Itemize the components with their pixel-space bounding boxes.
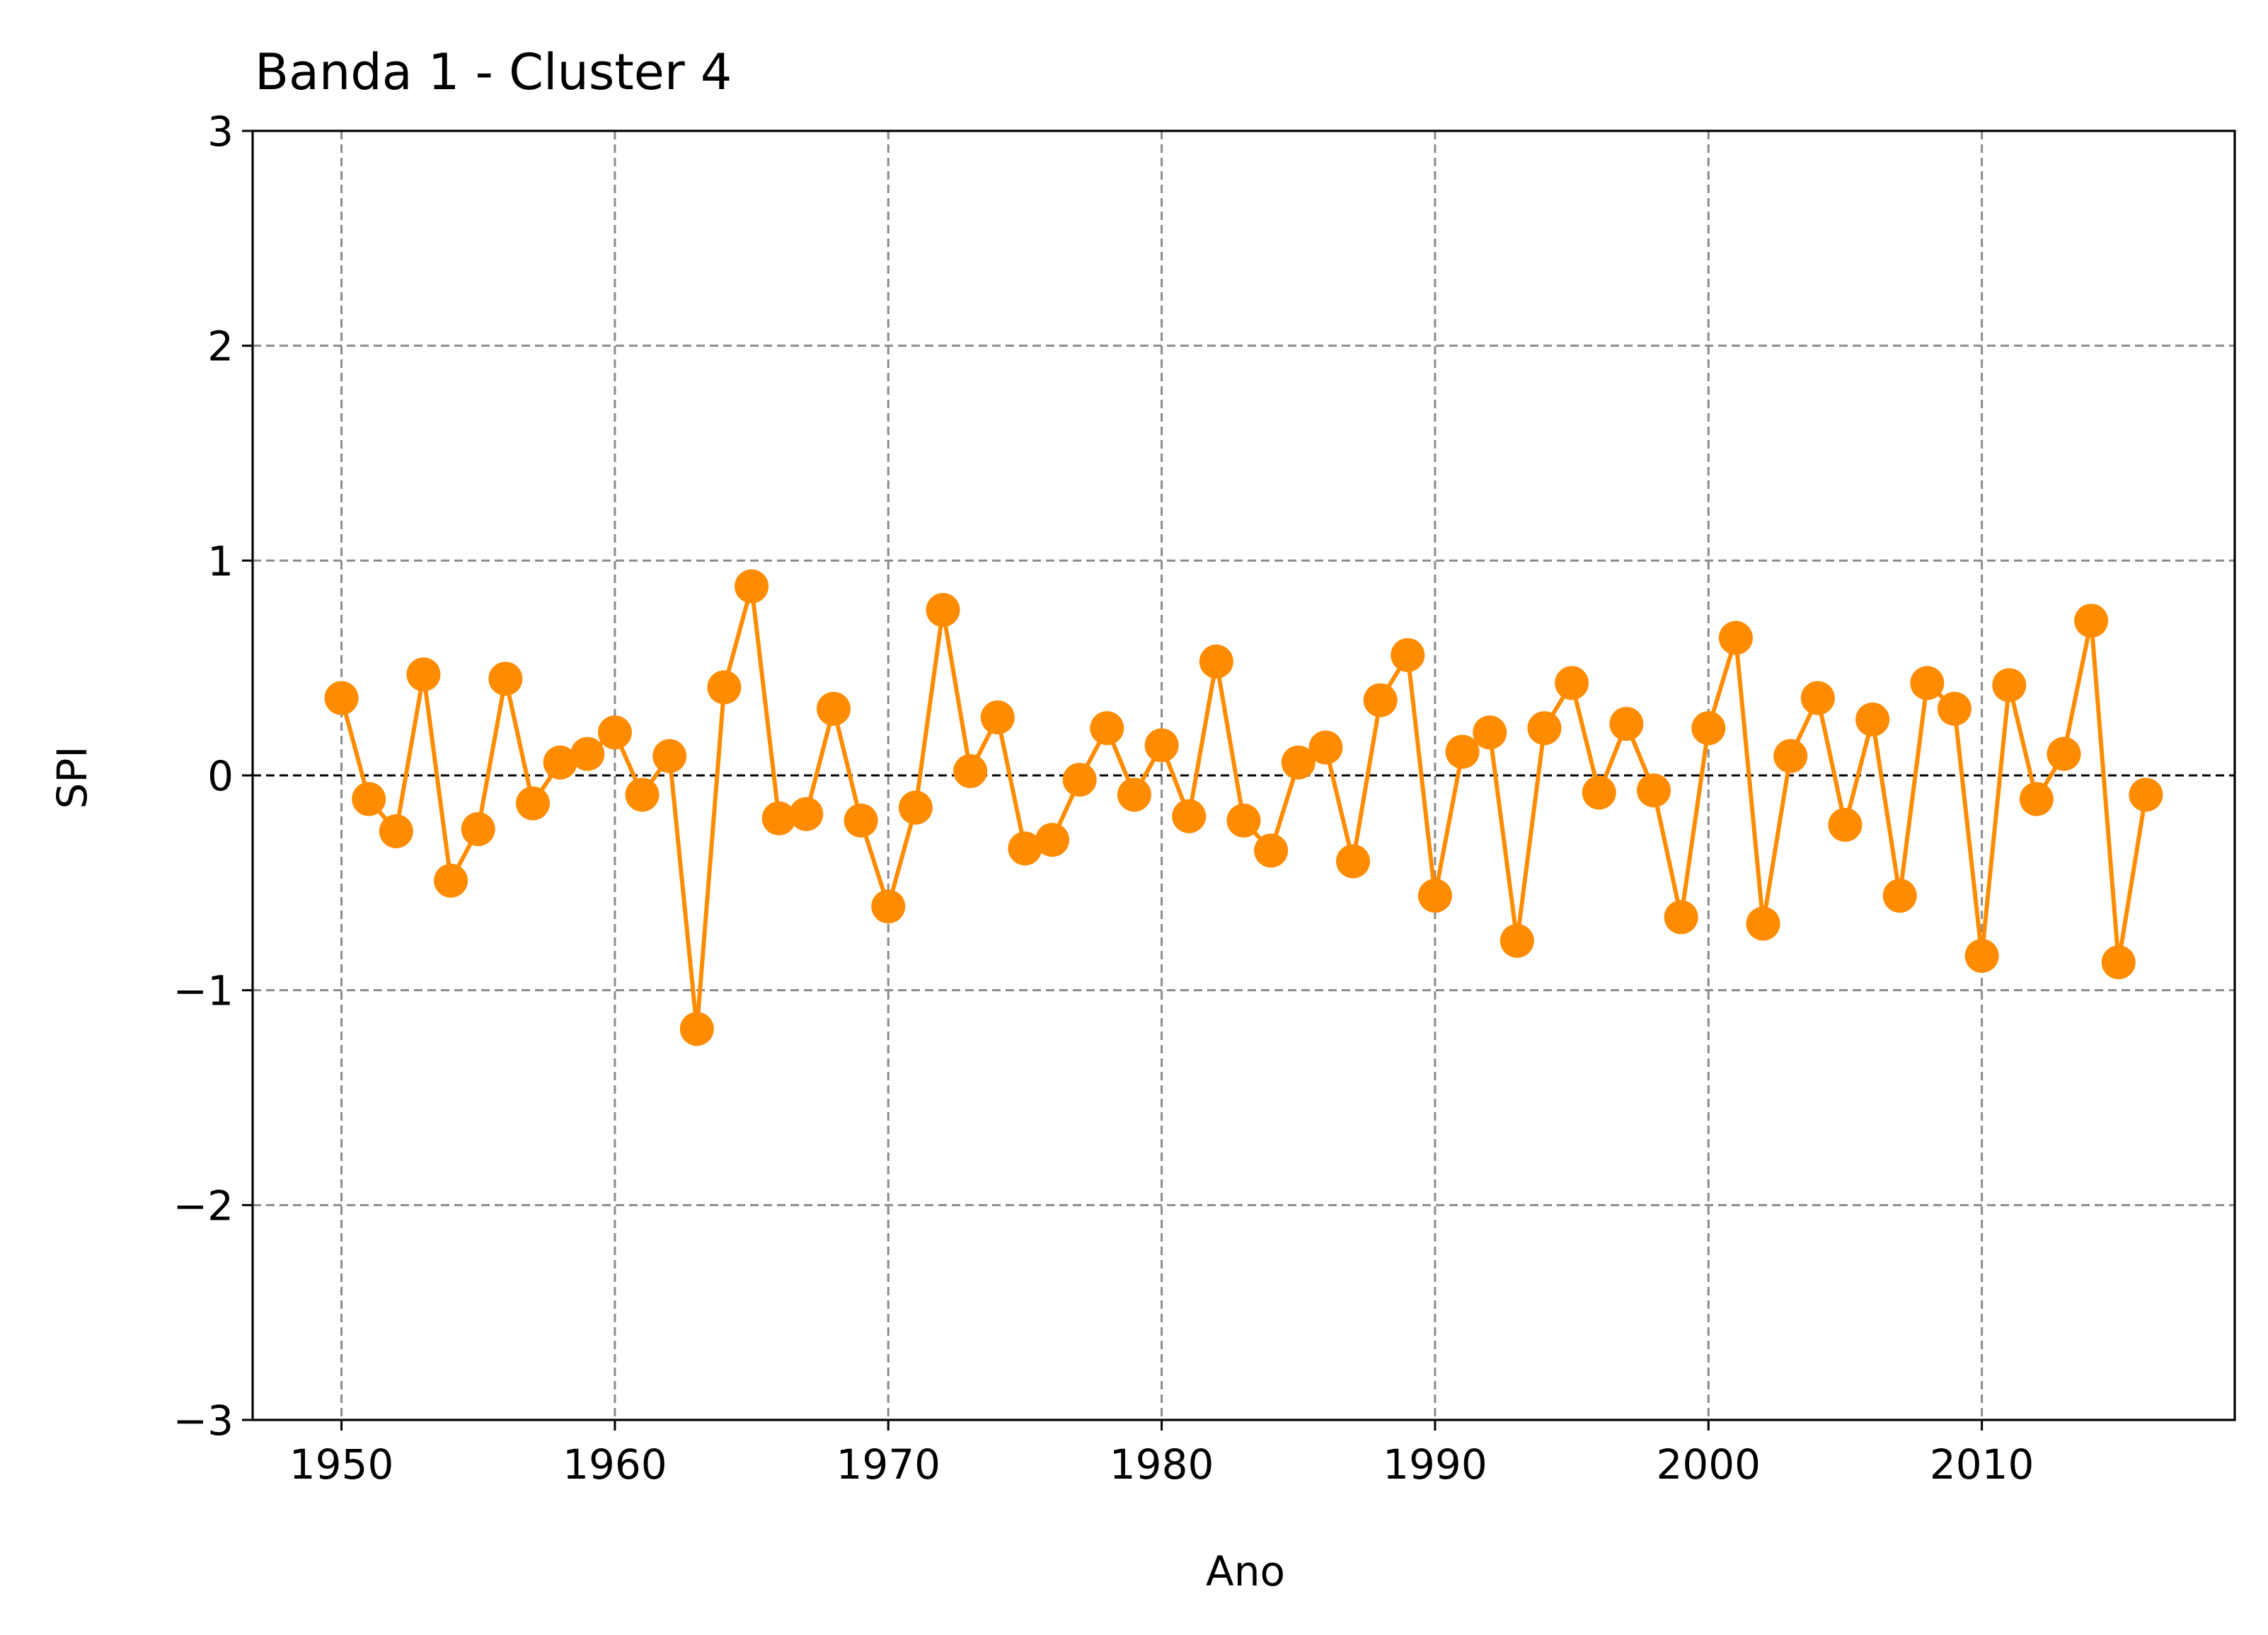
data-point [1691,711,1726,746]
y-tick-label: 0 [207,752,234,800]
data-point [679,1012,714,1046]
x-axis-title: Ano [1206,1547,1285,1595]
y-tick-label: −2 [173,1182,234,1230]
data-point [1527,711,1562,746]
data-point [1746,906,1780,941]
data-point [1417,879,1452,913]
data-point [871,889,906,924]
data-point [1062,763,1097,797]
y-tick-label: 3 [207,108,234,156]
data-point [980,700,1015,735]
data-point [1637,773,1671,808]
data-point [1308,730,1343,765]
data-point [2129,778,2163,812]
x-tick-label: 1990 [1383,1440,1487,1489]
data-point [2019,782,2054,816]
data-point [488,661,523,696]
data-point [543,745,577,780]
x-axis: 1950 1960 1970 1980 1990 2000 2010 [289,1420,2034,1489]
data-point [1336,844,1371,879]
x-tick-label: 1970 [836,1440,940,1489]
x-tick-label: 2010 [1930,1440,2034,1489]
data-point [1582,775,1616,810]
x-tick-label: 1950 [289,1440,394,1489]
data-point [1008,831,1042,866]
data-point [1910,666,1945,700]
data-point [735,569,769,603]
data-point [1117,778,1151,812]
data-point [516,786,551,821]
data-point [1226,803,1261,838]
data-point [1445,734,1480,769]
data-point [1828,807,1863,842]
series-spi [324,569,2163,1046]
y-axis: −3 −2 −1 0 1 2 3 [173,108,253,1445]
data-point [1555,666,1589,700]
data-point [844,803,878,838]
data-point [2074,603,2109,638]
data-point [926,593,960,628]
data-point [953,753,988,788]
data-point [652,739,687,773]
data-point [1992,668,2027,703]
x-tick-label: 1960 [563,1440,667,1489]
chart-title: Banda 1 - Cluster 4 [255,43,732,101]
data-point [434,863,468,898]
x-tick-label: 1980 [1110,1440,1214,1489]
data-point [461,811,495,846]
data-point [1609,707,1644,741]
data-point [2101,945,2136,980]
x-tick-label: 2000 [1656,1440,1761,1489]
data-point [1035,823,1070,857]
data-point [1964,939,1999,974]
data-point [1281,745,1316,780]
data-point [1363,683,1398,717]
data-point [1718,620,1753,655]
data-point [1254,833,1289,868]
data-point [625,778,660,812]
data-point [1499,923,1534,958]
data-point [1473,715,1507,750]
data-point [1172,799,1207,833]
data-point [1882,879,1917,913]
y-tick-label: −1 [173,967,234,1015]
data-point [816,691,851,726]
data-point [1144,728,1179,763]
y-tick-label: 1 [207,537,234,585]
data-point [570,736,605,771]
data-point [1937,691,1971,726]
data-point [1090,711,1124,746]
data-point [761,801,796,836]
data-point [352,782,386,816]
data-point [324,681,359,715]
data-point [1199,645,1233,679]
data-point [898,790,933,825]
data-point [1773,739,1808,773]
data-point [2047,736,2081,771]
data-point [1664,900,1698,935]
data-point [707,670,742,705]
data-point [1391,637,1425,672]
data-point [406,657,441,692]
data-point [597,715,632,750]
y-axis-title: SPI [48,746,96,809]
y-tick-label: −3 [173,1397,234,1445]
data-point [379,814,413,848]
data-point [1800,681,1835,715]
data-point [1855,703,1890,737]
data-point [789,797,824,831]
y-tick-label: 2 [207,323,234,371]
